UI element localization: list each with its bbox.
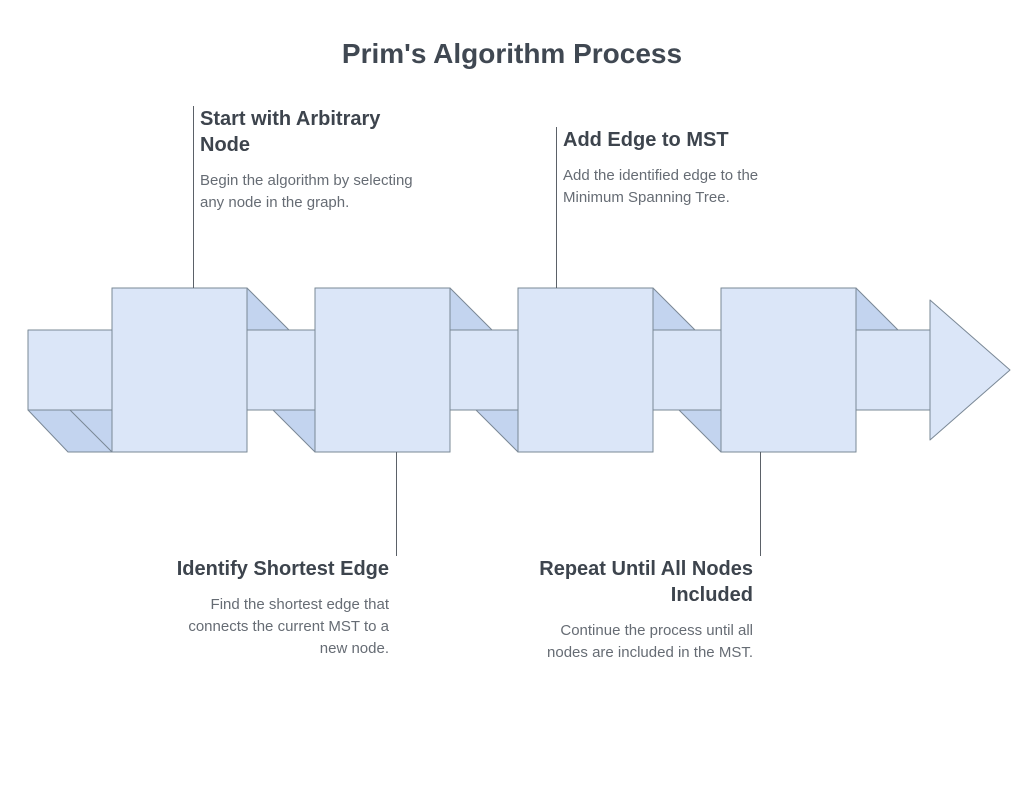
step-desc: Begin the algorithm by selecting any nod… [200,170,420,214]
step-title: Start with Arbitrary Node [200,106,420,158]
step-callout-4: Repeat Until All Nodes Included Continue… [533,556,753,664]
step-desc: Find the shortest edge that connects the… [169,594,389,659]
connector-line-1 [193,106,194,288]
connector-line-2 [556,127,557,288]
step-callout-2: Identify Shortest Edge Find the shortest… [169,556,389,659]
process-diagram: Start with Arbitrary Node Begin the algo… [0,0,1024,802]
step-callout-1: Start with Arbitrary Node Begin the algo… [200,106,420,214]
step-title: Repeat Until All Nodes Included [533,556,753,608]
step-desc: Continue the process until all nodes are… [533,620,753,664]
step-title: Identify Shortest Edge [169,556,389,582]
connector-line-3 [396,452,397,556]
step-desc: Add the identified edge to the Minimum S… [563,165,783,209]
step-title: Add Edge to MST [563,127,783,153]
connector-line-4 [760,452,761,556]
ribbon-arrow [0,0,1024,802]
step-callout-3: Add Edge to MST Add the identified edge … [563,127,783,209]
